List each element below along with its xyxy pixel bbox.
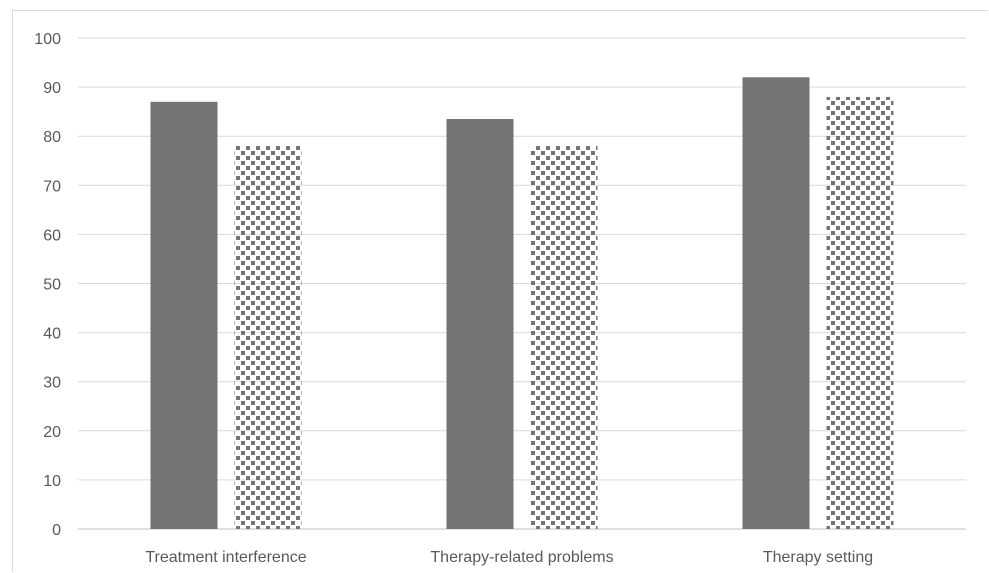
y-tick-label: 50 — [43, 277, 61, 294]
chart-frame — [12, 10, 988, 572]
y-tick-label: 40 — [43, 326, 61, 343]
solid-bar-1 — [150, 101, 218, 529]
x-category-label: Therapy-related problems — [430, 549, 613, 566]
y-tick-label: 30 — [43, 375, 61, 392]
dotted-bar-2 — [530, 146, 598, 529]
y-axis: 0 10 20 30 40 50 60 70 80 90 100 — [34, 31, 61, 539]
x-axis: Treatment interference Therapy-related pr… — [145, 549, 873, 566]
dotted-bar-3 — [826, 96, 894, 530]
dotted-bar-1 — [234, 146, 302, 529]
solid-bar-2 — [446, 119, 514, 529]
y-tick-label: 80 — [43, 129, 61, 146]
y-tick-label: 60 — [43, 227, 61, 244]
y-tick-label: 20 — [43, 424, 61, 441]
y-tick-label: 70 — [43, 178, 61, 195]
gridlines — [78, 37, 966, 530]
y-tick-label: 90 — [43, 80, 61, 97]
x-category-label: Therapy setting — [763, 549, 873, 566]
y-tick-label: 10 — [43, 473, 61, 490]
y-tick-label: 0 — [52, 522, 61, 539]
solid-bar-3 — [742, 77, 810, 529]
y-tick-label: 100 — [34, 31, 61, 48]
bars — [150, 77, 894, 530]
x-category-label: Treatment interference — [145, 549, 306, 566]
